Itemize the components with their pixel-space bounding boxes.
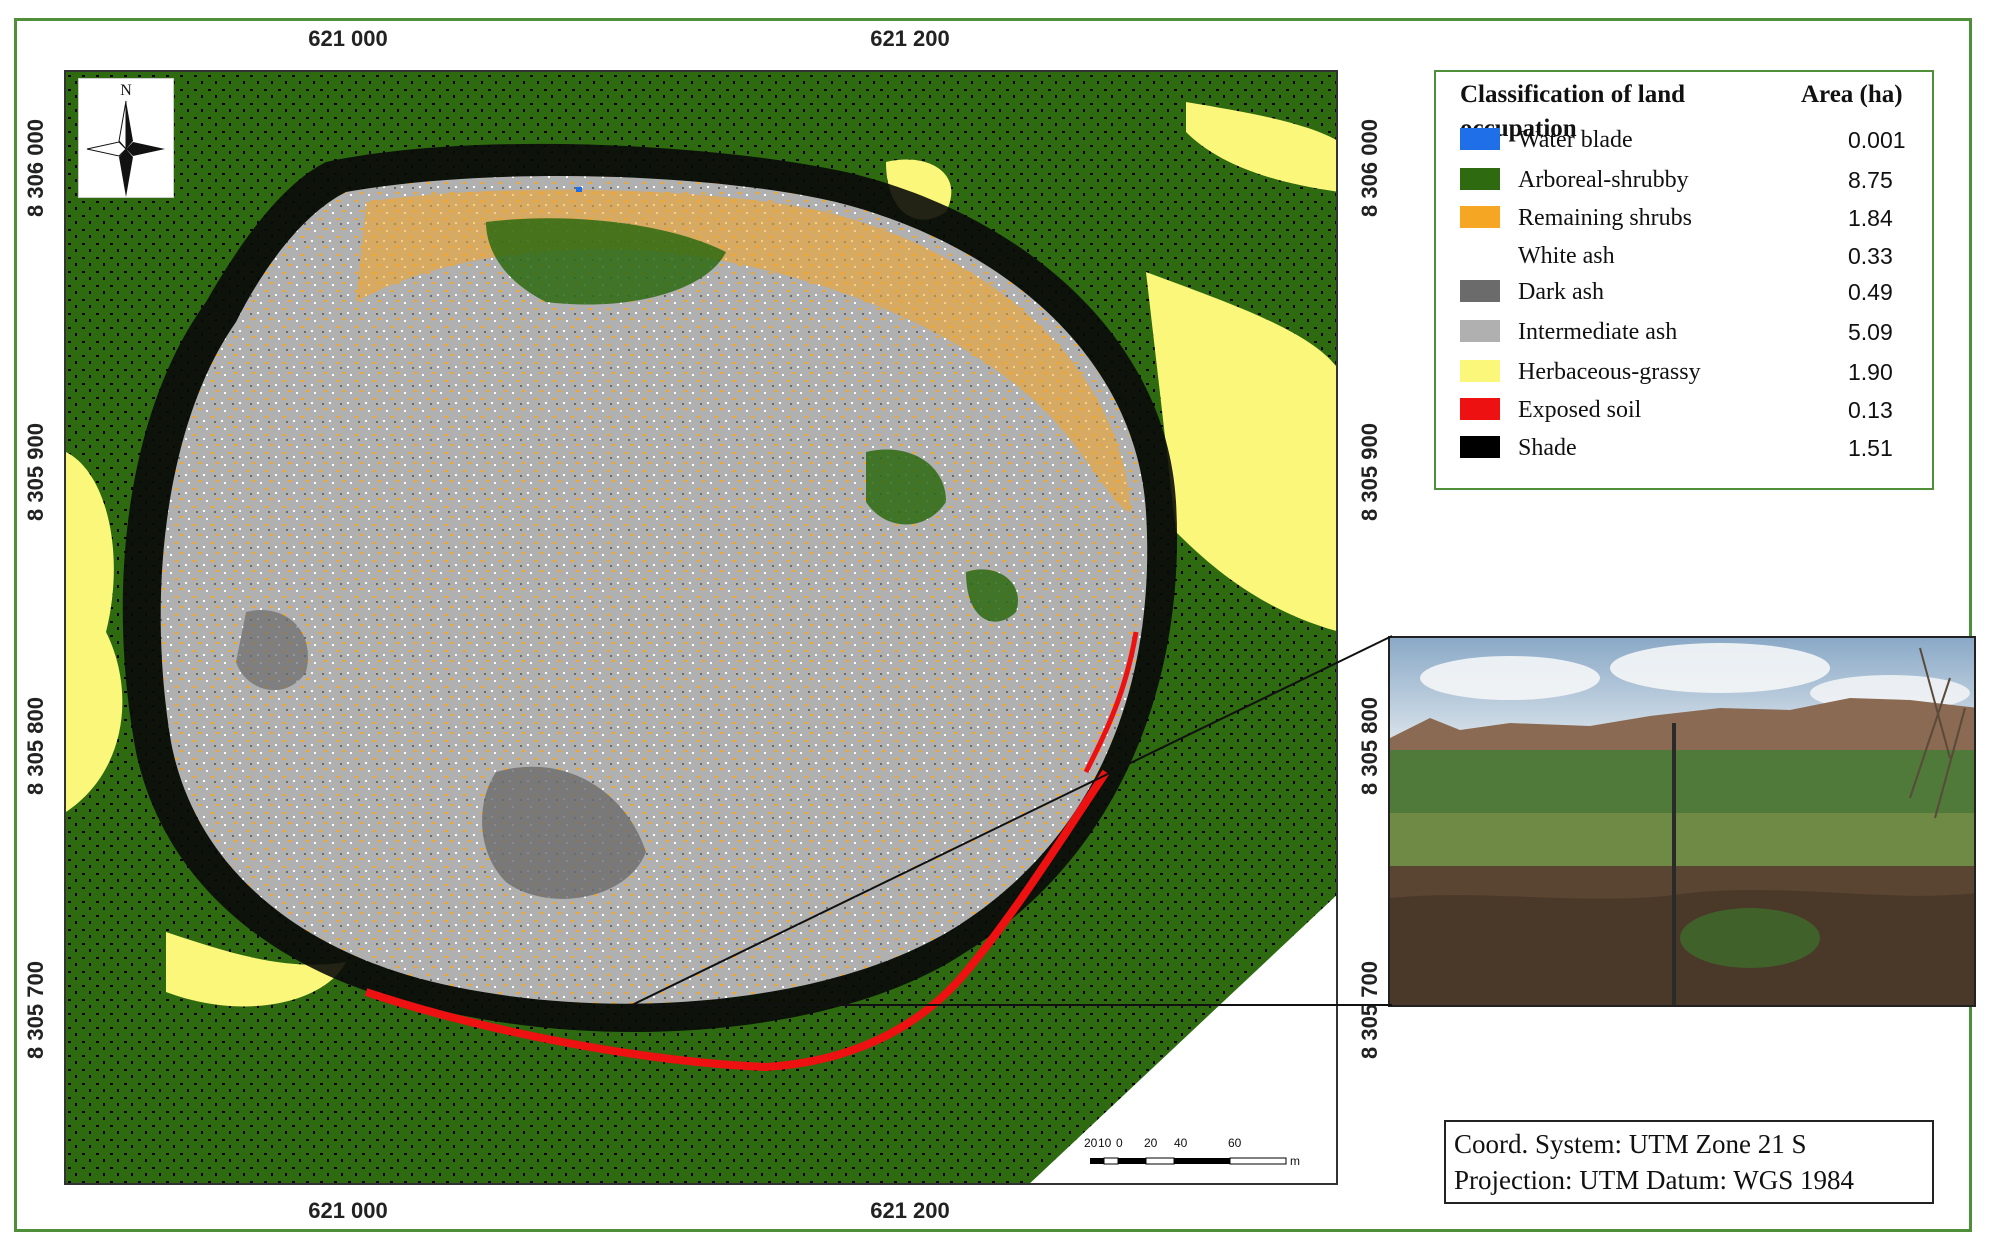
herbaceous-patch xyxy=(166,932,346,1007)
top-coord-label: 621 000 xyxy=(308,26,388,51)
legend-label: Water blade xyxy=(1518,127,1633,153)
legend-swatch xyxy=(1460,280,1500,302)
legend-swatch xyxy=(1460,436,1500,458)
herbaceous-patch xyxy=(1146,272,1336,631)
scale-bar-graphic xyxy=(1090,1157,1287,1165)
legend-swatch xyxy=(1460,206,1500,228)
water-blade-patch xyxy=(576,187,582,192)
coordinate-system-box: Coord. System: UTM Zone 21 S Projection:… xyxy=(1444,1120,1934,1204)
right-coord-label: 8 305 900 xyxy=(1357,423,1382,521)
legend-area-value: 0.49 xyxy=(1848,279,1893,305)
north-arrow: N xyxy=(78,78,174,198)
legend-label: Exposed soil xyxy=(1518,397,1642,423)
legend-area-header: Area (ha) xyxy=(1801,81,1903,108)
legend-item: Remaining shrubs 1.84 xyxy=(1460,202,1920,234)
scale-tick-label: 60 xyxy=(1228,1136,1242,1150)
legend-label: Shade xyxy=(1518,435,1577,461)
legend-area-value: 1.84 xyxy=(1848,205,1893,231)
legend-area-value: 5.09 xyxy=(1848,319,1893,345)
legend-area-value: 1.51 xyxy=(1848,435,1893,461)
legend-area-value: 0.13 xyxy=(1848,397,1893,423)
legend-panel: Classification of land occupation Area (… xyxy=(1434,70,1934,490)
left-coord-label: 8 306 000 xyxy=(23,119,48,217)
legend-item: Intermediate ash 5.09 xyxy=(1460,316,1920,348)
figure-frame xyxy=(14,18,1972,1232)
scale-tick-label: 20 xyxy=(1144,1136,1158,1150)
right-coord-label: 8 306 000 xyxy=(1357,119,1382,217)
legend-area-value: 0.001 xyxy=(1848,127,1906,153)
scale-unit-label: m xyxy=(1290,1154,1300,1168)
legend-item: Shade 1.51 xyxy=(1460,432,1920,464)
legend-label: Intermediate ash xyxy=(1518,319,1678,345)
scale-tick-label: 40 xyxy=(1174,1136,1188,1150)
right-coord-label: 8 305 700 xyxy=(1357,961,1382,1059)
legend-swatch xyxy=(1460,128,1500,150)
field-photo xyxy=(1388,636,1976,1007)
legend-item: Exposed soil 0.13 xyxy=(1460,394,1920,426)
legend-swatch xyxy=(1460,398,1500,420)
scale-tick-label: 20 xyxy=(1084,1136,1098,1150)
herbaceous-patch xyxy=(66,452,123,812)
legend-label: Arboreal-shrubby xyxy=(1518,167,1689,193)
bottom-coord-label: 621 000 xyxy=(308,1198,388,1223)
legend-area-value: 0.33 xyxy=(1848,243,1893,269)
left-coord-label: 8 305 800 xyxy=(23,697,48,795)
legend-area-value: 8.75 xyxy=(1848,167,1893,193)
legend-item: Arboreal-shrubby 8.75 xyxy=(1460,164,1920,196)
scale-tick-label: 10 xyxy=(1098,1136,1112,1150)
scale-bar: 20 10 0 20 40 60 m xyxy=(1082,1136,1332,1182)
compass-rose-icon: N xyxy=(86,82,165,197)
left-coord-label: 8 305 900 xyxy=(23,423,48,521)
coord-system-text: Coord. System: UTM Zone 21 S xyxy=(1454,1129,1807,1159)
projection-text: Projection: UTM Datum: WGS 1984 xyxy=(1454,1165,1854,1195)
top-coord-label: 621 200 xyxy=(870,26,950,51)
legend-item: White ash 0.33 xyxy=(1460,240,1920,272)
legend-item: Water blade 0.001 xyxy=(1460,124,1920,156)
map-raster xyxy=(66,72,1336,1183)
legend-swatch xyxy=(1460,360,1500,382)
legend-label: Dark ash xyxy=(1518,279,1604,305)
herbaceous-patch xyxy=(1186,102,1336,192)
field-photo-image xyxy=(1390,638,1974,1005)
legend-swatch xyxy=(1460,244,1500,266)
legend-swatch xyxy=(1460,168,1500,190)
left-coord-label: 8 305 700 xyxy=(23,961,48,1059)
bottom-coord-label: 621 200 xyxy=(870,1198,950,1223)
legend-swatch xyxy=(1460,320,1500,342)
legend-label: Remaining shrubs xyxy=(1518,205,1692,231)
north-label: N xyxy=(120,82,132,99)
scale-tick-label: 0 xyxy=(1116,1136,1123,1150)
legend-label: White ash xyxy=(1518,243,1615,269)
legend-label: Herbaceous-grassy xyxy=(1518,359,1701,385)
legend-item: Dark ash 0.49 xyxy=(1460,276,1920,308)
legend-area-value: 1.90 xyxy=(1848,359,1893,385)
land-classification-map xyxy=(64,70,1338,1185)
legend-item: Herbaceous-grassy 1.90 xyxy=(1460,356,1920,388)
right-coord-label: 8 305 800 xyxy=(1357,697,1382,795)
